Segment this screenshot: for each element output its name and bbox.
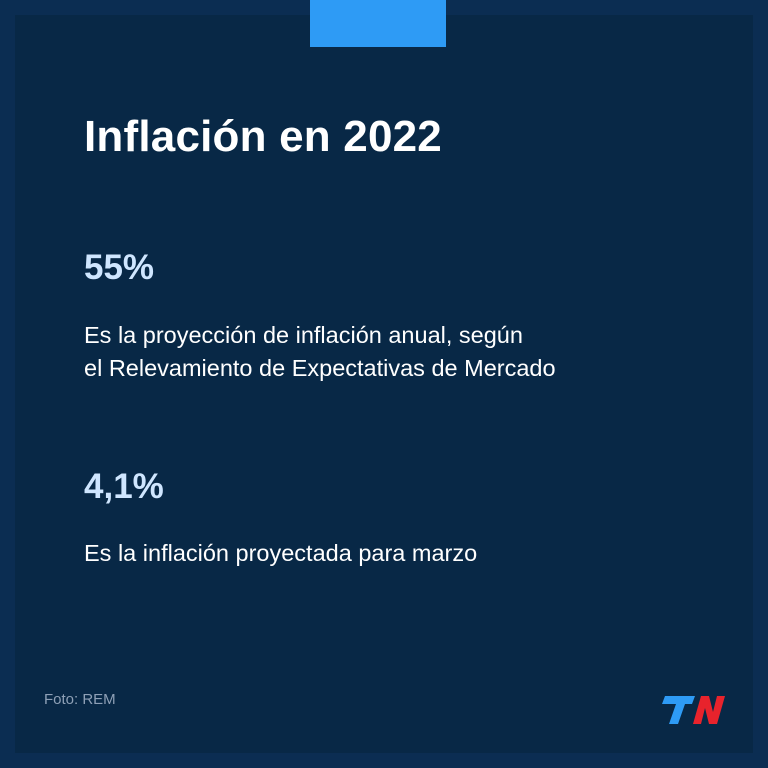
page-title: Inflación en 2022 [84,112,442,161]
accent-bar [310,0,446,47]
stat-march-description-line: Es la inflación proyectada para marzo [84,540,478,566]
stat-annual-description-line: Es la proyección de inflación anual, seg… [84,322,523,348]
stat-march-description: Es la inflación proyectada para marzo [84,537,477,570]
tn-logo [662,696,725,724]
stat-annual-description: Es la proyección de inflación anual, seg… [84,319,556,385]
photo-credit: Foto: REM [44,691,116,708]
stat-march-value: 4,1% [84,467,164,506]
stat-annual-description-line: el Relevamiento de Expectativas de Merca… [84,355,556,381]
stat-annual-value: 55% [84,248,155,287]
card-panel [15,15,753,753]
